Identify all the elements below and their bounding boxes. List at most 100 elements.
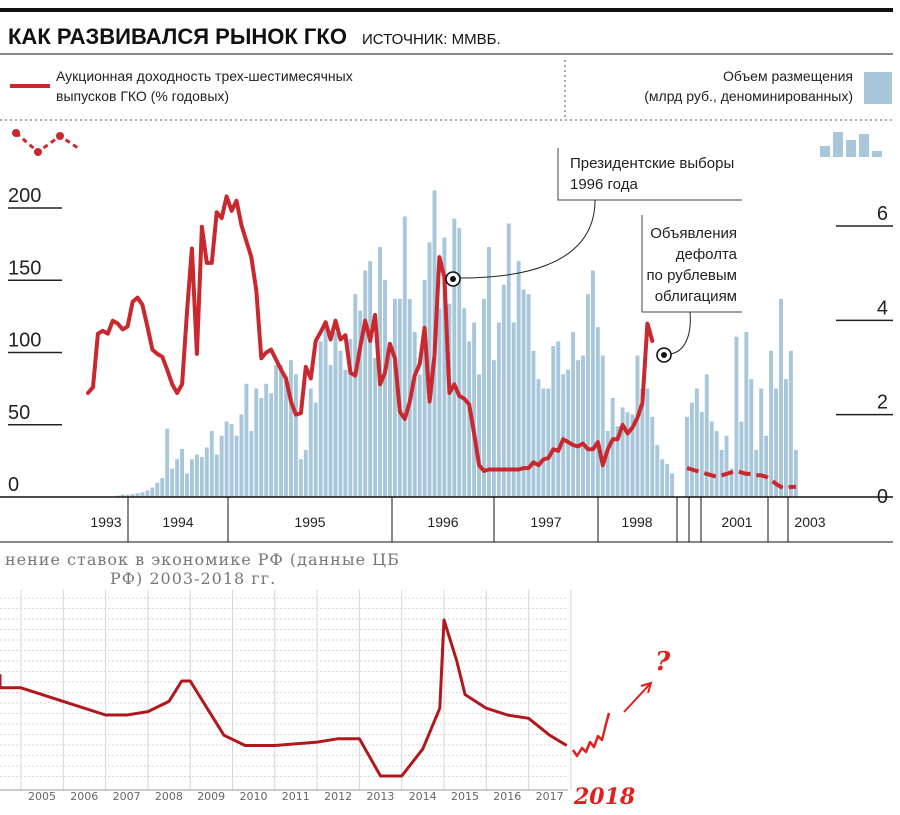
volume-bar (670, 473, 675, 497)
yield-line (86, 194, 655, 473)
volume-bar (150, 487, 155, 497)
rate-line (0, 618, 568, 778)
volume-bar (274, 364, 279, 497)
volume-bar (224, 421, 229, 497)
volume-bar (491, 360, 496, 497)
volume-bar (264, 383, 269, 497)
volume-bar (566, 369, 571, 497)
volume-bar (714, 430, 719, 497)
volume-bar (724, 435, 729, 497)
left-axis: 200 150 100 50 0 (8, 185, 62, 496)
annotation-default: Объявления дефолта по рублевым облигация… (641, 215, 742, 363)
volume-bar (516, 261, 521, 497)
volume-bar (630, 414, 635, 497)
annotation-default-leader (669, 311, 691, 355)
legend-bar-label-1: Объем размещения (723, 68, 853, 84)
year-label: 1995 (294, 514, 325, 530)
left-tick-label: 50 (8, 402, 30, 424)
volume-bar (318, 341, 323, 497)
chart2-year-label: 2005 (28, 790, 56, 803)
volume-bar (784, 379, 788, 497)
volume-bar (709, 421, 714, 497)
volume-bar (194, 454, 199, 497)
volume-bar (546, 388, 551, 497)
volume-bar (298, 459, 303, 497)
annotation-elections-leader (459, 199, 596, 279)
legend-bar-swatch (864, 72, 892, 104)
volume-bar (155, 482, 160, 497)
legend-line-label-1: Аукционная доходность трех-шестимесячных (56, 68, 353, 84)
chart2-year-label: 2006 (70, 790, 98, 803)
volume-bar (353, 294, 358, 497)
volume-bar (660, 459, 665, 497)
chart2-year-label: 2010 (240, 790, 268, 803)
volume-bar (586, 294, 590, 497)
year-label: 1998 (621, 514, 652, 530)
volume-bar (442, 237, 447, 498)
chart2-year-label: 2016 (493, 790, 521, 803)
volume-bar (754, 449, 759, 497)
volume-bar (313, 402, 318, 497)
volume-bar (447, 303, 452, 497)
volume-bar (234, 435, 239, 497)
volume-bar (328, 364, 333, 497)
annotation-default-line2: дефолта (676, 246, 738, 263)
volume-bar (392, 298, 397, 497)
volume-bar (120, 494, 125, 497)
volume-bar (595, 327, 600, 497)
volume-bar (511, 322, 516, 497)
left-tick-label: 100 (8, 330, 41, 352)
volume-bar (472, 322, 477, 497)
volume-bar (506, 223, 511, 497)
volume-bar (704, 374, 709, 497)
year-label: 1997 (530, 514, 561, 530)
volume-bar (650, 416, 655, 497)
chart2-year-label: 2007 (113, 790, 141, 803)
volume-bar (625, 412, 630, 497)
chart2-year-label: 2008 (155, 790, 183, 803)
volume-bar (521, 289, 526, 497)
year-label: 1993 (90, 514, 121, 530)
volume-bar (556, 341, 561, 497)
volume-bar (685, 416, 689, 497)
volume-bar (239, 414, 244, 497)
annotation-default-frame (641, 215, 742, 313)
volume-bar (620, 407, 625, 497)
chart2-title-line1: нение ставок в экономике РФ (данные ЦБ (5, 550, 400, 569)
volume-bar (729, 468, 734, 497)
chart2-year-label: 2012 (324, 790, 352, 803)
volume-bar (249, 430, 254, 497)
volume-bar (571, 331, 576, 497)
volume-bar (279, 364, 283, 497)
volume-bar (170, 468, 175, 497)
volume-bar (437, 308, 442, 497)
chart2-year-label: 2013 (366, 790, 394, 803)
volume-bar (551, 346, 556, 497)
chart2-year-label: 2011 (282, 790, 310, 803)
handwritten-2018-label: 2018 (573, 784, 635, 810)
volume-bar (615, 426, 620, 497)
volume-bar (358, 310, 363, 497)
volume-bar (774, 388, 778, 497)
chart2-grid (0, 590, 572, 791)
volume-bar (373, 357, 378, 497)
chart2-title-line2: РФ) 2003-2018 гг. (110, 569, 276, 588)
volume-bar (289, 360, 293, 497)
volume-bar (699, 412, 704, 497)
volume-bar (655, 445, 660, 497)
chart2-year-label: 2015 (451, 790, 479, 803)
volume-bar (576, 360, 580, 497)
volume-bar (254, 388, 259, 497)
volume-bar (739, 421, 744, 497)
year-axis: 1993 1994 1995 1996 1997 1998 2001 2003 (0, 497, 893, 543)
volume-bar (640, 388, 645, 497)
year-label: 1996 (427, 514, 458, 530)
volume-bar (482, 298, 486, 497)
left-tick-label: 150 (8, 257, 41, 279)
volume-bar (536, 379, 541, 497)
volume-bar (343, 369, 348, 497)
volume-bar (427, 242, 432, 497)
chart2-year-label: 2014 (409, 790, 437, 803)
volume-bar (526, 294, 531, 497)
legend-bar-label-2: (млрд руб., деноминированных) (644, 88, 853, 104)
